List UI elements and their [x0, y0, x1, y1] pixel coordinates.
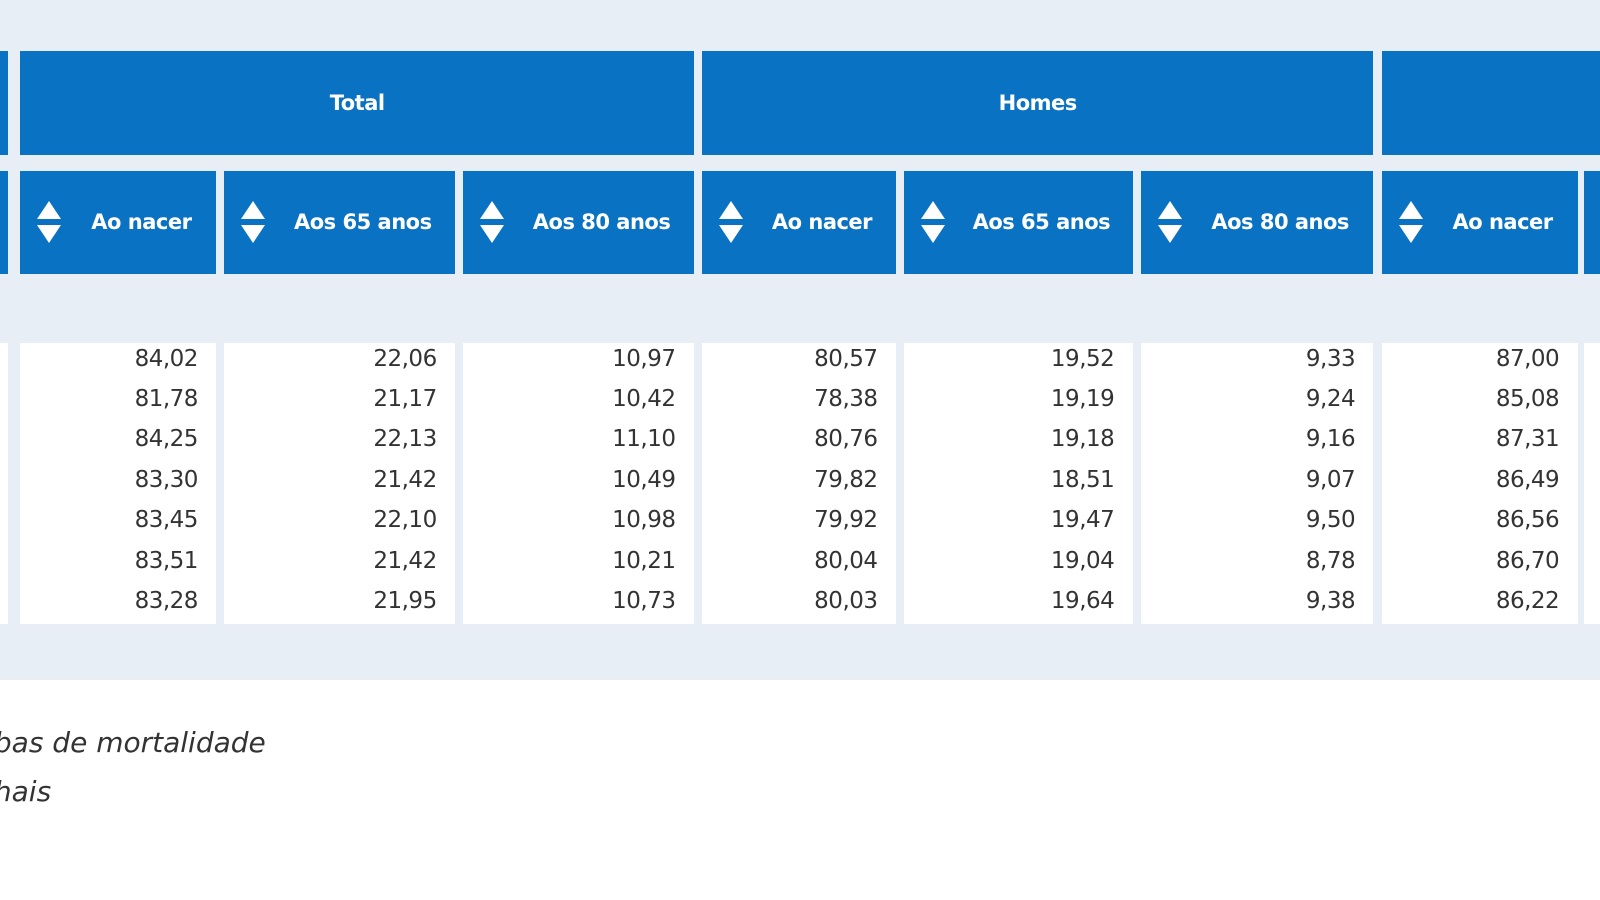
header-cell [1583, 170, 1600, 275]
column-label: Aos 65 anos [294, 210, 432, 235]
table-value: 86,49 [1495, 466, 1560, 493]
group-header: Total [20, 51, 694, 156]
table-value: 19,47 [1050, 507, 1115, 534]
table-cell [702, 342, 896, 624]
column-label: Aos 65 anos [972, 210, 1111, 235]
table-cell [20, 342, 217, 624]
group-header: Homes [702, 51, 1374, 156]
column-label: Aos 80 anos [1211, 210, 1349, 235]
table-cell [1583, 342, 1600, 624]
sort-icon [921, 201, 946, 244]
table-value: 78,38 [814, 386, 878, 412]
table-value: 22,10 [373, 507, 437, 534]
header-cell [0, 51, 9, 156]
table-value: 85,08 [1495, 386, 1560, 412]
sort-icon [1157, 201, 1182, 244]
table-value: 10,98 [612, 507, 676, 534]
table-value: 83,28 [134, 588, 199, 614]
sort-icon [241, 201, 266, 244]
table-value: 10,49 [612, 466, 676, 493]
table-value: 10,73 [612, 588, 676, 614]
column-label: Aos 80 anos [532, 210, 671, 235]
table-value: 11,10 [612, 426, 676, 453]
sortable-column-header[interactable]: Aos 80 anos [1140, 170, 1374, 275]
table-value: 87,31 [1495, 426, 1560, 453]
sort-icon [719, 201, 744, 244]
sort-icon [480, 201, 505, 244]
table-value: 84,25 [134, 426, 199, 453]
sortable-column-header[interactable]: Ao nacer [702, 170, 896, 275]
table-value: 84,02 [134, 345, 199, 372]
sortable-column-header[interactable]: Aos 80 anos [463, 170, 694, 275]
table-value: 80,04 [814, 547, 878, 574]
table-value: 83,51 [134, 547, 199, 574]
table-value: 21,95 [373, 588, 437, 614]
column-label: Ao nacer [1452, 210, 1553, 235]
table-value: 83,30 [134, 466, 199, 493]
sort-icon [37, 201, 62, 244]
table-value: 19,18 [1050, 426, 1115, 453]
table-value: 18,51 [1050, 466, 1115, 493]
table-value: 10,42 [612, 386, 676, 412]
table-value: 9,07 [1305, 466, 1356, 493]
table-value: 80,76 [814, 426, 878, 453]
table-cell [224, 342, 456, 624]
table-value: 9,50 [1305, 507, 1356, 534]
table-cell [1381, 342, 1578, 624]
group-header [1381, 51, 1600, 156]
table-value: 9,16 [1305, 426, 1356, 453]
table-value: 9,33 [1305, 345, 1356, 372]
table-value: 79,92 [814, 507, 878, 534]
table-value: 86,56 [1495, 507, 1560, 534]
sortable-column-header[interactable]: Ao nacer [20, 170, 217, 275]
table-value: 9,24 [1305, 386, 1356, 412]
column-label: Ao nacer [91, 210, 192, 235]
table-value: 21,42 [373, 466, 437, 493]
table-value: 10,21 [612, 547, 676, 574]
table-value: 81,78 [134, 386, 199, 412]
table-value: 10,97 [612, 345, 676, 372]
sort-icon [1398, 201, 1423, 244]
table-value: 80,57 [814, 345, 878, 372]
table-value: 19,19 [1050, 386, 1115, 412]
table-cell [904, 342, 1133, 624]
sortable-column-header[interactable]: Aos 65 anos [904, 170, 1133, 275]
table-value: 22,13 [373, 426, 437, 453]
table-value: 19,64 [1050, 588, 1115, 614]
table-cell [1140, 342, 1374, 624]
table-cell [0, 342, 9, 624]
column-label: Ao nacer [771, 210, 873, 235]
table-value: 8,78 [1305, 547, 1356, 574]
table-value: 19,52 [1050, 345, 1115, 372]
table-cell [463, 342, 694, 624]
header-cell [0, 170, 9, 275]
table-value: 19,04 [1050, 547, 1115, 574]
table-value: 79,82 [814, 466, 878, 493]
table-value: 80,03 [814, 588, 878, 614]
sortable-column-header[interactable]: Ao nacer [1381, 170, 1578, 275]
table-value: 86,22 [1495, 588, 1560, 614]
table-value: 22,06 [373, 345, 437, 372]
sortable-column-header[interactable]: Aos 65 anos [224, 170, 456, 275]
footer-text: hais [0, 775, 52, 809]
table-value: 21,17 [373, 386, 437, 412]
table-value: 87,00 [1495, 345, 1560, 372]
footer-text: bas de mortalidade [0, 726, 266, 760]
table-value: 86,70 [1495, 547, 1560, 574]
table-value: 83,45 [134, 507, 199, 534]
table-value: 9,38 [1305, 588, 1356, 614]
table-value: 21,42 [373, 547, 437, 574]
